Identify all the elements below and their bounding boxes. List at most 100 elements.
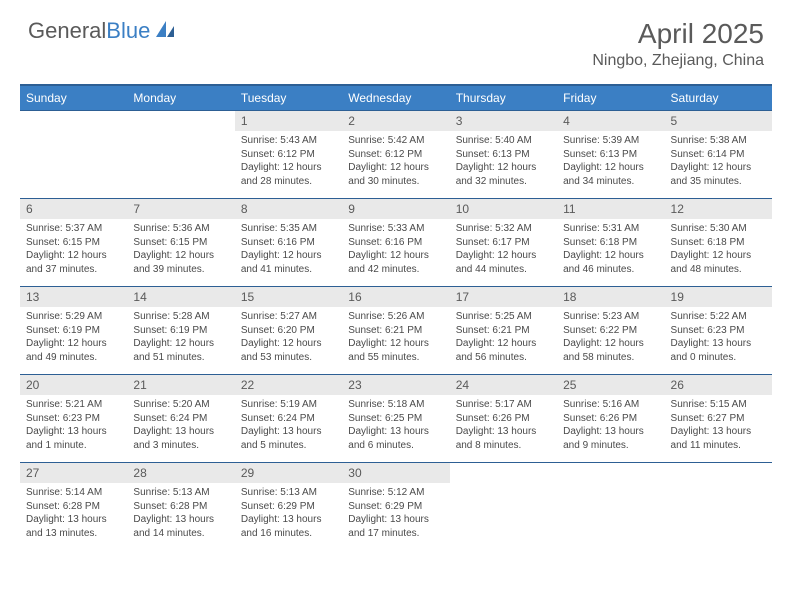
calendar-day: 18Sunrise: 5:23 AMSunset: 6:22 PMDayligh… — [557, 287, 664, 375]
month-title: April 2025 — [592, 18, 764, 50]
day-number: 3 — [450, 111, 557, 131]
calendar-day: 8Sunrise: 5:35 AMSunset: 6:16 PMDaylight… — [235, 199, 342, 287]
day-ss: Sunset: 6:28 PM — [133, 500, 228, 514]
day-d2: and 8 minutes. — [456, 439, 551, 453]
day-d2: and 16 minutes. — [241, 527, 336, 541]
day-sr: Sunrise: 5:19 AM — [241, 398, 336, 412]
day-number: 17 — [450, 287, 557, 307]
day-d2: and 13 minutes. — [26, 527, 121, 541]
day-content: Sunrise: 5:20 AMSunset: 6:24 PMDaylight:… — [127, 395, 234, 456]
day-header: Tuesday — [235, 85, 342, 111]
day-d1: Daylight: 13 hours — [563, 425, 658, 439]
day-sr: Sunrise: 5:13 AM — [133, 486, 228, 500]
day-ss: Sunset: 6:17 PM — [456, 236, 551, 250]
day-ss: Sunset: 6:16 PM — [241, 236, 336, 250]
day-content: Sunrise: 5:18 AMSunset: 6:25 PMDaylight:… — [342, 395, 449, 456]
day-number: 24 — [450, 375, 557, 395]
day-d1: Daylight: 13 hours — [241, 425, 336, 439]
day-sr: Sunrise: 5:18 AM — [348, 398, 443, 412]
day-content: Sunrise: 5:38 AMSunset: 6:14 PMDaylight:… — [665, 131, 772, 192]
calendar-day: 4Sunrise: 5:39 AMSunset: 6:13 PMDaylight… — [557, 111, 664, 199]
day-d2: and 32 minutes. — [456, 175, 551, 189]
day-d1: Daylight: 12 hours — [133, 249, 228, 263]
day-sr: Sunrise: 5:39 AM — [563, 134, 658, 148]
day-content: Sunrise: 5:21 AMSunset: 6:23 PMDaylight:… — [20, 395, 127, 456]
calendar-day: 17Sunrise: 5:25 AMSunset: 6:21 PMDayligh… — [450, 287, 557, 375]
day-content: Sunrise: 5:22 AMSunset: 6:23 PMDaylight:… — [665, 307, 772, 368]
day-number: 9 — [342, 199, 449, 219]
day-d2: and 49 minutes. — [26, 351, 121, 365]
day-ss: Sunset: 6:18 PM — [671, 236, 766, 250]
day-sr: Sunrise: 5:21 AM — [26, 398, 121, 412]
day-d2: and 11 minutes. — [671, 439, 766, 453]
day-d1: Daylight: 12 hours — [456, 337, 551, 351]
day-d2: and 58 minutes. — [563, 351, 658, 365]
calendar-day: 19Sunrise: 5:22 AMSunset: 6:23 PMDayligh… — [665, 287, 772, 375]
day-number: 21 — [127, 375, 234, 395]
day-content: Sunrise: 5:43 AMSunset: 6:12 PMDaylight:… — [235, 131, 342, 192]
calendar-day: 25Sunrise: 5:16 AMSunset: 6:26 PMDayligh… — [557, 375, 664, 463]
day-d2: and 53 minutes. — [241, 351, 336, 365]
day-number: 22 — [235, 375, 342, 395]
calendar-day: 2Sunrise: 5:42 AMSunset: 6:12 PMDaylight… — [342, 111, 449, 199]
calendar-table: SundayMondayTuesdayWednesdayThursdayFrid… — [20, 84, 772, 551]
day-number: 18 — [557, 287, 664, 307]
day-ss: Sunset: 6:24 PM — [241, 412, 336, 426]
day-d2: and 9 minutes. — [563, 439, 658, 453]
day-header: Friday — [557, 85, 664, 111]
day-ss: Sunset: 6:16 PM — [348, 236, 443, 250]
calendar-day: 11Sunrise: 5:31 AMSunset: 6:18 PMDayligh… — [557, 199, 664, 287]
day-sr: Sunrise: 5:28 AM — [133, 310, 228, 324]
day-d1: Daylight: 12 hours — [563, 249, 658, 263]
day-ss: Sunset: 6:27 PM — [671, 412, 766, 426]
calendar-day: 14Sunrise: 5:28 AMSunset: 6:19 PMDayligh… — [127, 287, 234, 375]
day-d1: Daylight: 13 hours — [241, 513, 336, 527]
day-ss: Sunset: 6:29 PM — [241, 500, 336, 514]
day-d2: and 55 minutes. — [348, 351, 443, 365]
day-ss: Sunset: 6:14 PM — [671, 148, 766, 162]
day-ss: Sunset: 6:13 PM — [563, 148, 658, 162]
calendar-day: 9Sunrise: 5:33 AMSunset: 6:16 PMDaylight… — [342, 199, 449, 287]
day-sr: Sunrise: 5:25 AM — [456, 310, 551, 324]
day-d2: and 30 minutes. — [348, 175, 443, 189]
calendar-day: 15Sunrise: 5:27 AMSunset: 6:20 PMDayligh… — [235, 287, 342, 375]
day-content: Sunrise: 5:40 AMSunset: 6:13 PMDaylight:… — [450, 131, 557, 192]
day-number: 28 — [127, 463, 234, 483]
day-d1: Daylight: 13 hours — [671, 425, 766, 439]
day-sr: Sunrise: 5:33 AM — [348, 222, 443, 236]
calendar-day: 12Sunrise: 5:30 AMSunset: 6:18 PMDayligh… — [665, 199, 772, 287]
day-number: 1 — [235, 111, 342, 131]
calendar-week: 1Sunrise: 5:43 AMSunset: 6:12 PMDaylight… — [20, 111, 772, 199]
calendar-day: 27Sunrise: 5:14 AMSunset: 6:28 PMDayligh… — [20, 463, 127, 551]
day-content: Sunrise: 5:28 AMSunset: 6:19 PMDaylight:… — [127, 307, 234, 368]
day-d1: Daylight: 12 hours — [671, 249, 766, 263]
calendar-day-empty — [450, 463, 557, 551]
brand-part2: Blue — [106, 18, 150, 43]
day-d1: Daylight: 12 hours — [241, 337, 336, 351]
day-number: 7 — [127, 199, 234, 219]
day-header-row: SundayMondayTuesdayWednesdayThursdayFrid… — [20, 85, 772, 111]
day-sr: Sunrise: 5:17 AM — [456, 398, 551, 412]
day-d2: and 37 minutes. — [26, 263, 121, 277]
day-sr: Sunrise: 5:40 AM — [456, 134, 551, 148]
day-content: Sunrise: 5:31 AMSunset: 6:18 PMDaylight:… — [557, 219, 664, 280]
calendar-week: 20Sunrise: 5:21 AMSunset: 6:23 PMDayligh… — [20, 375, 772, 463]
day-number: 15 — [235, 287, 342, 307]
day-ss: Sunset: 6:23 PM — [671, 324, 766, 338]
day-d1: Daylight: 13 hours — [133, 425, 228, 439]
day-d1: Daylight: 13 hours — [348, 513, 443, 527]
calendar-day: 28Sunrise: 5:13 AMSunset: 6:28 PMDayligh… — [127, 463, 234, 551]
day-d2: and 3 minutes. — [133, 439, 228, 453]
day-sr: Sunrise: 5:27 AM — [241, 310, 336, 324]
day-d2: and 28 minutes. — [241, 175, 336, 189]
day-d1: Daylight: 13 hours — [26, 513, 121, 527]
day-header: Saturday — [665, 85, 772, 111]
day-header: Wednesday — [342, 85, 449, 111]
day-sr: Sunrise: 5:26 AM — [348, 310, 443, 324]
calendar-day-empty — [20, 111, 127, 199]
day-content: Sunrise: 5:17 AMSunset: 6:26 PMDaylight:… — [450, 395, 557, 456]
day-d2: and 48 minutes. — [671, 263, 766, 277]
day-number: 16 — [342, 287, 449, 307]
day-ss: Sunset: 6:12 PM — [241, 148, 336, 162]
day-number: 23 — [342, 375, 449, 395]
